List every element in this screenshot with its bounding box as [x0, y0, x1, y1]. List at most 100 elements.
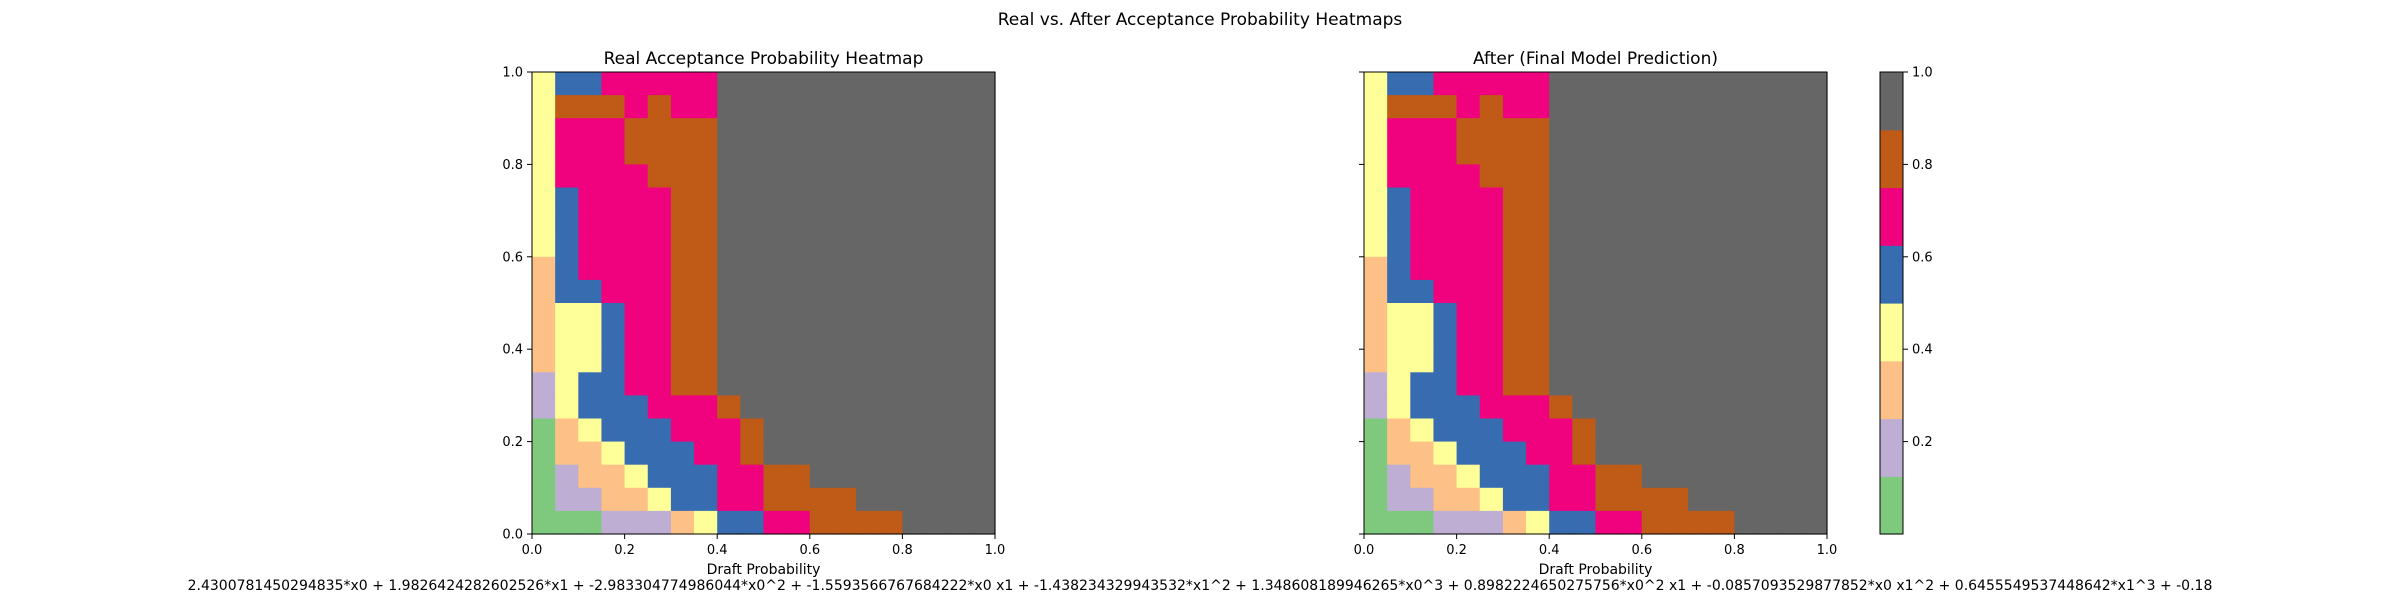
- colorbar-tick-label: 1.0: [1912, 66, 1933, 81]
- heatmap-cell: [1364, 72, 1388, 96]
- heatmap-cell: [1479, 303, 1504, 327]
- heatmap-cell: [740, 349, 765, 373]
- heatmap-cell: [1433, 95, 1458, 119]
- heatmap-cell: [925, 303, 950, 327]
- heatmap-cell: [763, 210, 788, 235]
- heatmap-cell: [578, 349, 603, 373]
- heatmap-cell: [786, 487, 811, 512]
- heatmap-cell: [717, 256, 741, 281]
- colorbar-frame: [1879, 71, 1904, 535]
- heatmap-cell: [786, 118, 811, 142]
- heatmap-cell: [740, 510, 765, 535]
- heatmap-cell: [740, 326, 765, 350]
- heatmap-cell: [1572, 418, 1597, 443]
- heatmap-cell: [555, 464, 579, 489]
- heatmap-cell: [971, 303, 996, 327]
- heatmap-cell: [624, 349, 649, 373]
- heatmap-cell: [879, 233, 903, 258]
- colorbar-segment: [1880, 72, 1903, 131]
- heatmap-cell: [786, 187, 811, 212]
- heatmap-cell: [786, 395, 811, 420]
- heatmap-cell: [1757, 395, 1782, 420]
- heatmap-cell: [717, 441, 741, 466]
- heatmap-cell: [1595, 95, 1620, 119]
- heatmap-cell: [1526, 210, 1550, 235]
- after-heatmap-axes: After (Final Model Prediction) 0.0 0.2 0.4 0…: [1354, 49, 1838, 578]
- heatmap-cell: [555, 279, 579, 304]
- heatmap-cell: [925, 164, 950, 189]
- heatmap-cell: [763, 510, 788, 535]
- heatmap-cell: [1664, 164, 1689, 189]
- heatmap-cell: [832, 187, 857, 212]
- heatmap-cell: [1502, 464, 1527, 489]
- heatmap-cell: [1641, 418, 1666, 443]
- heatmap-cell: [879, 210, 903, 235]
- heatmap-cell: [1387, 349, 1411, 373]
- heatmap-cell: [555, 72, 579, 96]
- heatmap-cell: [1410, 141, 1435, 165]
- heatmap-cell: [1479, 95, 1504, 119]
- heatmap-cell: [1456, 418, 1481, 443]
- heatmap-cell: [532, 164, 556, 189]
- heatmap-cell: [1433, 510, 1458, 535]
- heatmap-cell: [717, 487, 741, 512]
- heatmap-cell: [1456, 164, 1481, 189]
- heatmap-cell: [578, 233, 603, 258]
- heatmap-cell: [601, 164, 626, 189]
- heatmap-cell: [1433, 395, 1458, 420]
- heatmap-cell: [1410, 118, 1435, 142]
- heatmap-cell: [555, 233, 579, 258]
- heatmap-cell: [902, 326, 927, 350]
- heatmap-cell: [1549, 464, 1573, 489]
- heatmap-cell: [1364, 372, 1388, 396]
- heatmap-cell: [1803, 395, 1828, 420]
- x-tick-label: 0.2: [1446, 543, 1467, 558]
- heatmap-cell: [1734, 187, 1759, 212]
- heatmap-cell: [971, 187, 996, 212]
- heatmap-cell: [555, 326, 579, 350]
- heatmap-cell: [1757, 233, 1782, 258]
- heatmap-cell: [1688, 395, 1712, 420]
- y-tick-label: 0.8: [502, 158, 523, 173]
- heatmap-cell: [809, 326, 834, 350]
- heatmap-cell: [948, 164, 973, 189]
- heatmap-cell: [1688, 187, 1712, 212]
- heatmap-cell: [763, 95, 788, 119]
- x-tick-label: 0.2: [614, 543, 635, 558]
- heatmap-cell: [647, 233, 672, 258]
- heatmap-cell: [647, 72, 672, 96]
- heatmap-cell: [1479, 418, 1504, 443]
- heatmap-cell: [1526, 510, 1550, 535]
- heatmap-cell: [1780, 72, 1805, 96]
- heatmap-cell: [601, 395, 626, 420]
- heatmap-cell: [740, 372, 765, 396]
- heatmap-cell: [971, 210, 996, 235]
- heatmap-cell: [925, 187, 950, 212]
- heatmap-cell: [1641, 187, 1666, 212]
- heatmap-cell: [1734, 256, 1759, 281]
- heatmap-cell: [971, 256, 996, 281]
- heatmap-cell: [532, 510, 556, 535]
- heatmap-cell: [1711, 187, 1735, 212]
- heatmap-cell: [1664, 141, 1689, 165]
- colorbar-segment: [1880, 187, 1903, 246]
- heatmap-cell: [1664, 233, 1689, 258]
- heatmap-cell: [809, 164, 834, 189]
- heatmap-cell: [1410, 279, 1435, 304]
- heatmap-cell: [601, 233, 626, 258]
- heatmap-cell: [786, 418, 811, 443]
- heatmap-cell: [670, 510, 695, 535]
- colorbar-segment: [1880, 245, 1903, 304]
- heatmap-cell: [578, 279, 603, 304]
- heatmap-cell: [902, 118, 927, 142]
- heatmap-cell: [1387, 441, 1411, 466]
- heatmap-cell: [1688, 349, 1712, 373]
- heatmap-cell: [555, 372, 579, 396]
- heatmap-cell: [578, 164, 603, 189]
- heatmap-cell: [1757, 256, 1782, 281]
- x-tick-label: 0.6: [1631, 543, 1652, 558]
- axes-title: Real Acceptance Probability Heatmap: [604, 49, 924, 69]
- x-tick-label: 0.8: [1724, 543, 1745, 558]
- heatmap-cell: [717, 118, 741, 142]
- heatmap-cell: [1734, 349, 1759, 373]
